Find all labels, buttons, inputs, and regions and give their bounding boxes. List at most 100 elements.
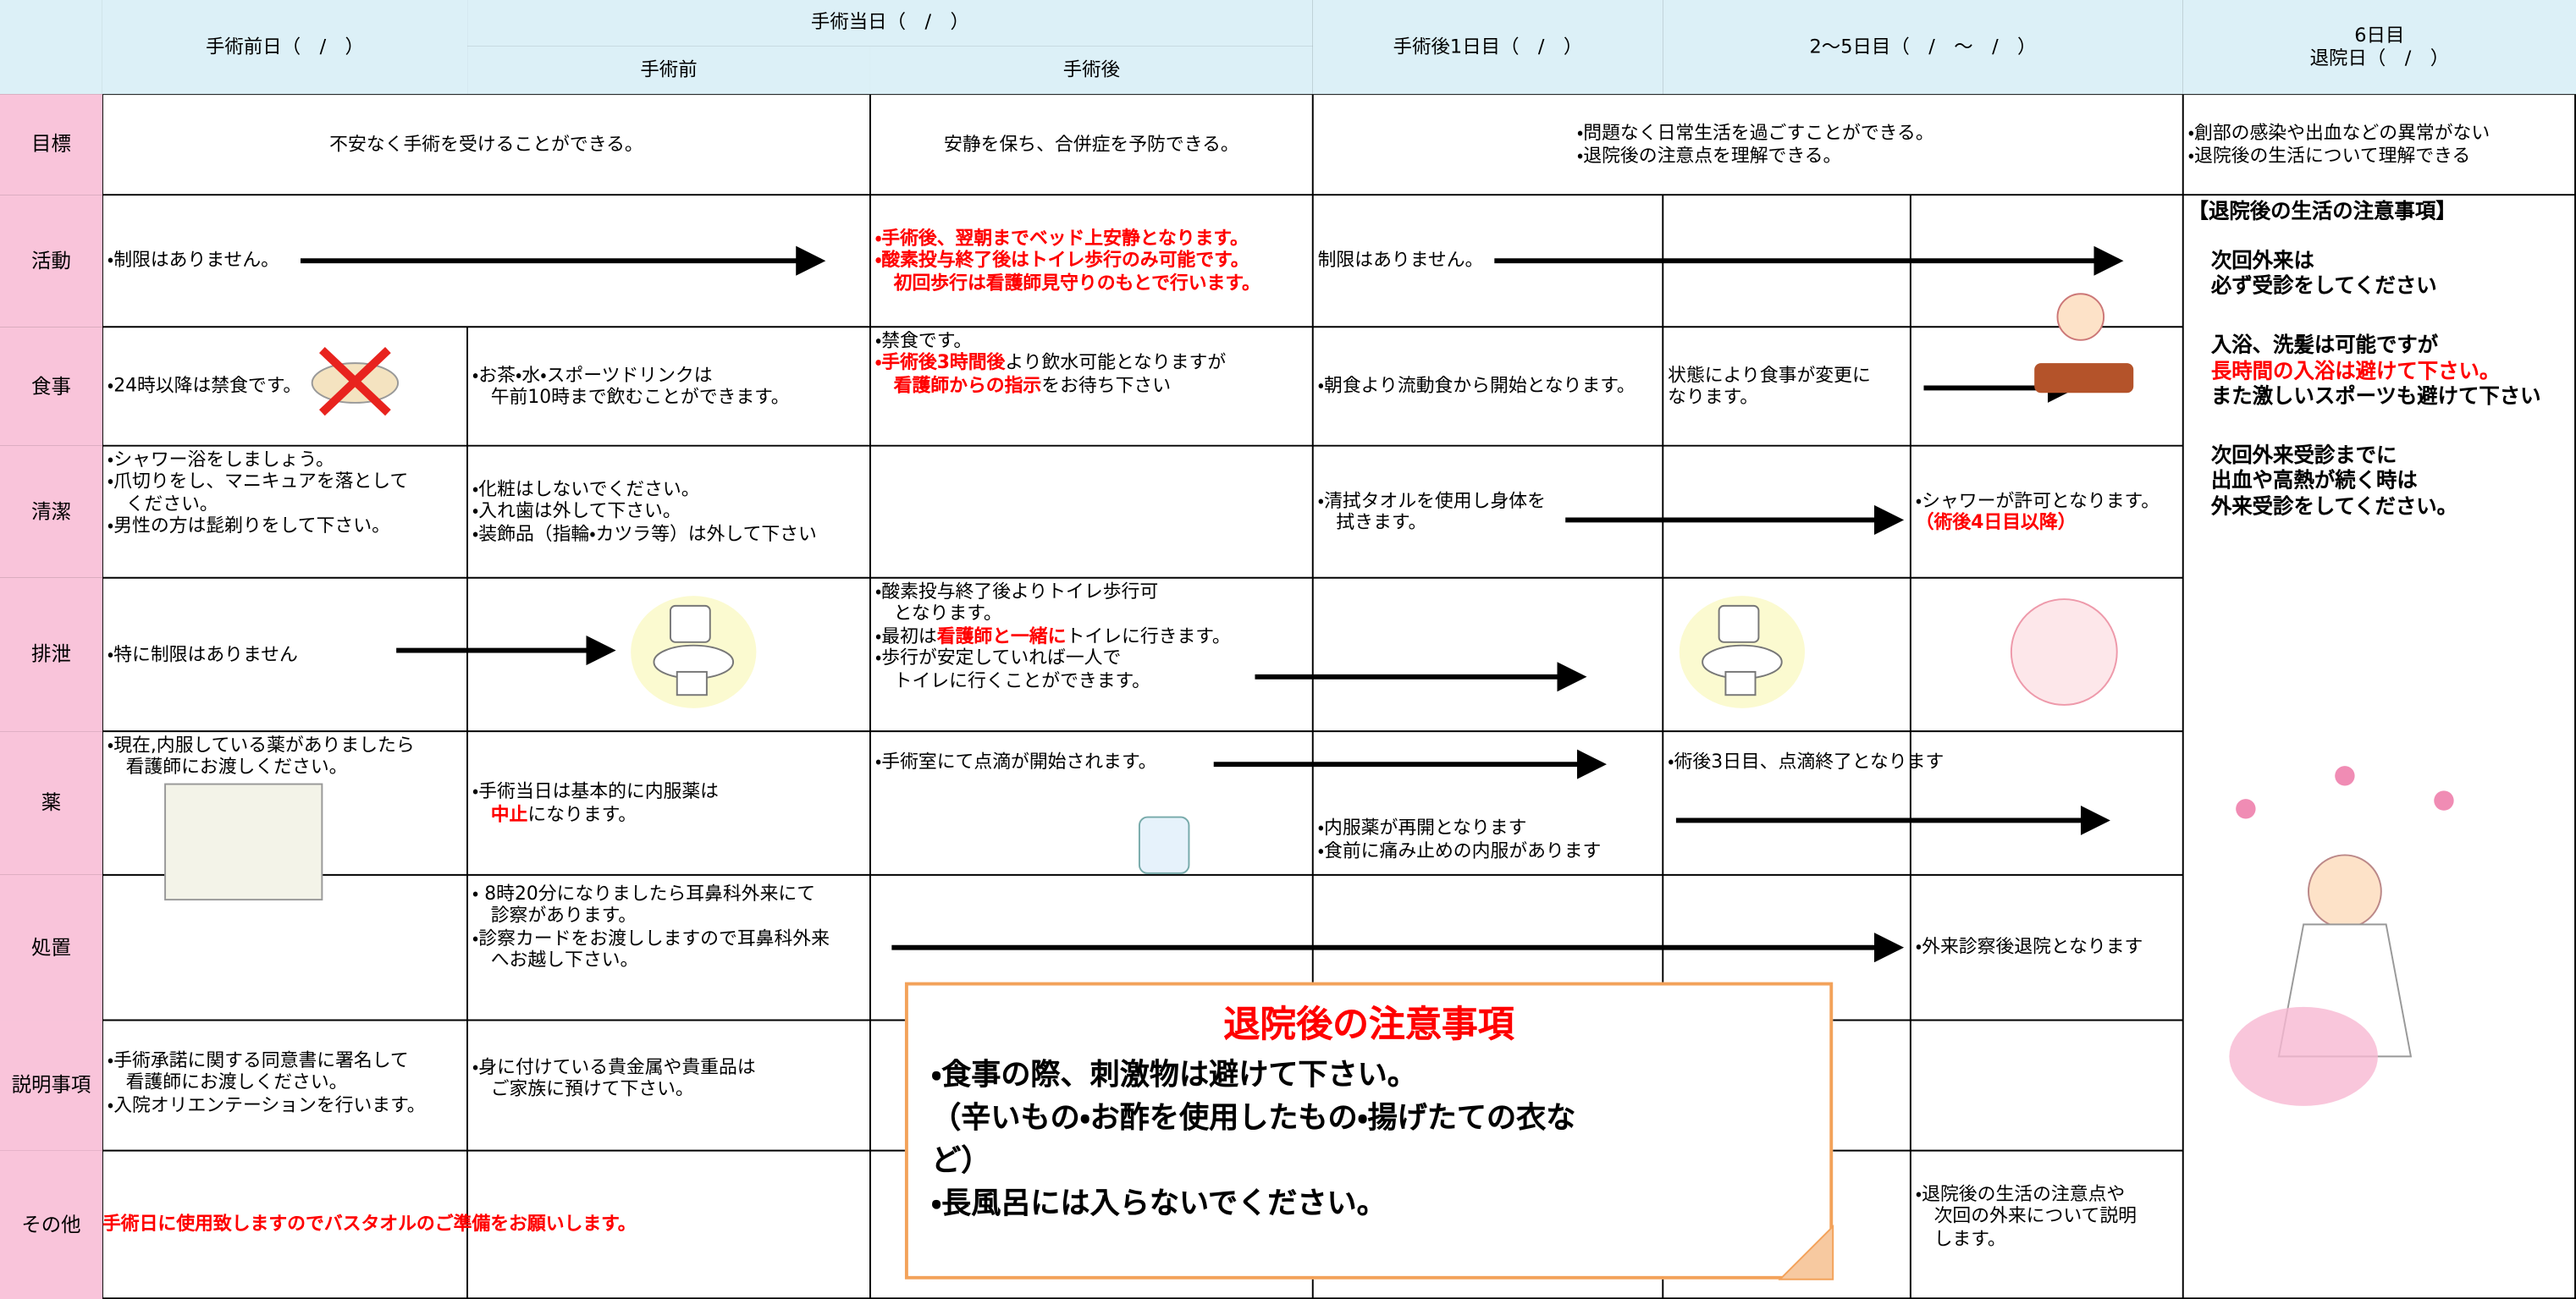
header-cell: 手術前日（ / ） (102, 0, 468, 95)
text-segment: トイレに行きます。 (1066, 625, 1231, 647)
row-label-cell: 処置 (0, 874, 102, 1021)
text-segment: ご家族に預けて下さい。 (472, 1078, 694, 1100)
cell: ・清拭タオルを使用し身体を 拭きます。 (1313, 446, 1663, 578)
text-segment: ・診察カードをお渡ししますので耳鼻科外来 (472, 927, 830, 949)
text-segment: ・お茶・水・スポーツドリンクは (472, 364, 713, 386)
header-cell: 手術後1日目（ / ） (1312, 0, 1663, 95)
text-segment: ・食前に痛み止めの内服があります (1317, 839, 1602, 861)
row-label: 食事 (31, 374, 71, 398)
row-label: 薬 (41, 790, 62, 815)
cell-line: 安静を保ち、合併症を予防できる。 (875, 134, 1308, 156)
cell-line: ・退院後の生活の注意点や (1916, 1184, 2178, 1206)
cell-line: ご家族に預けて下さい。 (472, 1079, 865, 1101)
text-segment: ください。 (107, 493, 218, 515)
text-segment: ・ 8時20分になりましたら耳鼻科外来にて (472, 883, 816, 905)
row-label-cell: 清潔 (0, 445, 102, 578)
notice-line: ・長風呂には入らないでください。 (931, 1187, 1387, 1223)
cell-line: 不安なく手術を受けることができる。 (108, 134, 865, 156)
cell-line: 初回歩行は看護師見守りのもとで行います。 (875, 272, 1308, 294)
text-segment: ・歩行が安定していれば一人で (874, 647, 1122, 669)
cell-line: ・ 8時20分になりましたら耳鼻科外来にて (472, 883, 865, 905)
text-segment: 入浴、洗髪は可能ですが (2210, 331, 2439, 357)
side-line: 必ず受診をしてください (2211, 272, 2571, 298)
text-segment: ・退院後の生活について理解できる (2187, 144, 2471, 167)
cell-line: ・特に制限はありません (108, 643, 462, 665)
text-segment: ・禁食です。 (874, 330, 973, 352)
cell: 不安なく手術を受けることができる。 (102, 94, 870, 195)
row-label: その他 (21, 1213, 81, 1236)
side-line: 外来受診をしてください。 (2211, 493, 2571, 519)
cell-line: 看護師にお渡しください。 (108, 1072, 462, 1094)
cell-line: 拭きます。 (1318, 512, 1658, 534)
cell-line: ・爪切りをし、マニキュアを落として (108, 471, 462, 493)
side-line: 次回外来受診までに (2211, 442, 2571, 467)
side-group: 次回外来は 必ず受診をしてください (2188, 247, 2572, 299)
cell-line: ・内服薬が再開となります (1318, 817, 1658, 839)
text-segment: 次回外来受診までに (2210, 442, 2397, 467)
text-segment: となります。 (874, 603, 1002, 625)
header-line: 2〜5日目（ / 〜 / ） (1809, 34, 2037, 58)
text-segment: 看護師からの指示 (874, 374, 1042, 396)
text-segment: ・24時以降は禁食です。 (107, 375, 302, 397)
row-label-cell: 薬 (0, 731, 102, 875)
cell-line: ・酸素投与終了後はトイレ歩行のみ可能です。 (875, 250, 1308, 272)
notice-line: ど） (931, 1144, 991, 1180)
row-label: 説明事項 (11, 1073, 91, 1097)
text-segment: ・手術後3時間後 (874, 352, 1006, 374)
cell-line: ・手術承諾に関する同意書に署名して (108, 1050, 462, 1072)
cell-line: となります。 (875, 603, 1308, 625)
text-segment: ・内服薬が再開となります (1317, 817, 1527, 839)
text-segment: ・制限はありません。 (107, 250, 279, 272)
text-segment: ・外来診察後退院となります (1915, 936, 2143, 958)
cell: ・内服薬が再開となります ・食前に痛み止めの内服があります (1313, 731, 1663, 875)
side-line: 長時間の入浴は避けて下さい。 (2211, 357, 2571, 383)
side-line: 入浴、洗髪は可能ですが (2211, 332, 2571, 357)
cell-line: 手術日に使用致しますのでバスタオルのご準備をお願いします。 (102, 1214, 865, 1236)
text-segment: 拭きます。 (1317, 511, 1427, 534)
text-segment: ・清拭タオルを使用し身体を (1317, 489, 1546, 511)
text-segment: ・手術承諾に関する同意書に署名して (107, 1049, 409, 1071)
cell-line: 制限はありません。 (1318, 250, 2178, 272)
header-cell: 手術後 (869, 46, 1313, 95)
text-segment: ・術後3日目、点滴終了となります (1668, 751, 1944, 773)
row-label-cell: 活動 (0, 195, 102, 328)
cell: ・特に制限はありません (102, 578, 467, 731)
cell: ・24時以降は禁食です。 (102, 327, 467, 445)
text-segment: なります。 (1668, 386, 1759, 408)
text-segment: 安静を保ち、合併症を予防できる。 (944, 133, 1239, 155)
header-line: 手術後 (1062, 57, 1121, 80)
side-line: 次回外来は (2211, 247, 2571, 272)
cell-line: ・シャワーが許可となります。 (1916, 489, 2178, 511)
cell: ・シャワー浴をしましょう。 ・爪切りをし、マニキュアを落として ください。 ・男性の… (102, 446, 467, 578)
header-cell: 6日目 退院日（ / ） (2182, 0, 2576, 95)
cell: ・手術室にて点滴が開始されます。 (870, 731, 1313, 875)
cell-line: ・手術後、翌朝までベッド上安静となります。 (875, 228, 1308, 250)
row-label: 排泄 (31, 642, 71, 666)
cell-line: ・歩行が安定していれば一人で (875, 647, 1308, 669)
row-label: 目標 (31, 132, 71, 156)
cell-line: 看護師にお渡しください。 (108, 757, 462, 779)
text-segment: ・酸素投与終了後はトイレ歩行のみ可能です。 (874, 250, 1249, 272)
header-cell: 手術当日（ / ） (467, 0, 1313, 47)
side-group: 【退院後の生活の注意事項】 (2188, 198, 2572, 223)
text-segment: ・問題なく日常生活を過ごすことができる。 (1576, 122, 1934, 144)
text-segment: ・装飾品（指輪・カツラ等）は外して下さい (472, 522, 817, 545)
text-segment: ・現在,内服している薬がありましたら (107, 735, 415, 757)
text-segment: 次回の外来について説明 (1915, 1205, 2137, 1228)
text-segment: 必ず受診をしてください (2210, 272, 2437, 298)
text-segment: トイレに行くことができます。 (874, 669, 1151, 691)
cell-line: ・身に付けている貴金属や貴重品は (472, 1056, 865, 1078)
text-segment: 制限はありません。 (1317, 250, 1484, 272)
row-label: 活動 (31, 249, 71, 272)
row-label-cell: 説明事項 (0, 1020, 102, 1151)
cell: ・朝食より流動食から開始となります。 (1313, 327, 1663, 445)
cell: 安静を保ち、合併症を予防できる。 (870, 94, 1313, 195)
cell: ・手術後、翌朝までベッド上安静となります。 ・酸素投与終了後はトイレ歩行のみ可能で… (870, 195, 1313, 327)
text-segment: ・化粧はしないでください。 (472, 478, 700, 500)
cell-line: ・手術後3時間後より飲水可能となりますが (875, 352, 1308, 374)
text-segment: 看護師にお渡しください。 (107, 757, 348, 779)
cell-line: ・朝食より流動食から開始となります。 (1318, 375, 1658, 397)
cell-line: ・診察カードをお渡ししますので耳鼻科外来 (472, 927, 865, 949)
text-segment: ・最初は (874, 625, 937, 647)
